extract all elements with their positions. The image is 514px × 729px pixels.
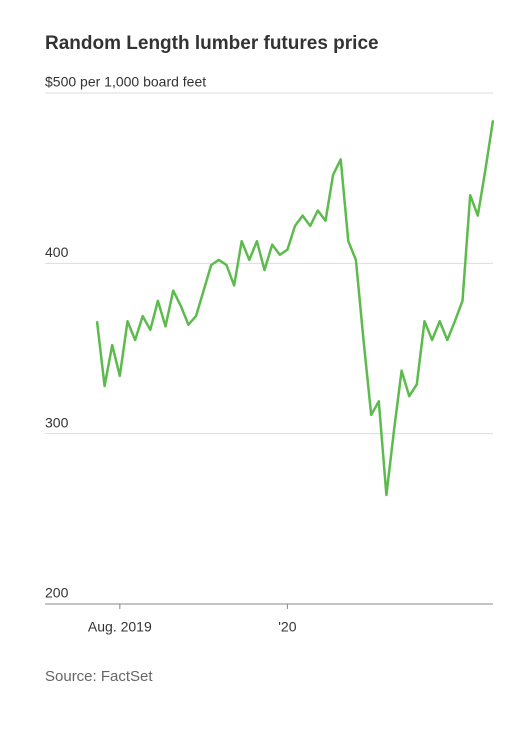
x-tick-label: '20 [278, 619, 296, 635]
x-tick-label: Aug. 2019 [88, 619, 152, 635]
y-tick-label: 400 [45, 244, 69, 260]
y-tick-label: 300 [45, 414, 69, 430]
y-tick-label: 200 [45, 585, 69, 601]
line [95, 120, 495, 497]
chart-title: Random Length lumber futures price [45, 33, 379, 54]
source: Source: FactSet [45, 668, 153, 685]
y-tick-label: $500 per 1,000 board feet [45, 74, 206, 90]
